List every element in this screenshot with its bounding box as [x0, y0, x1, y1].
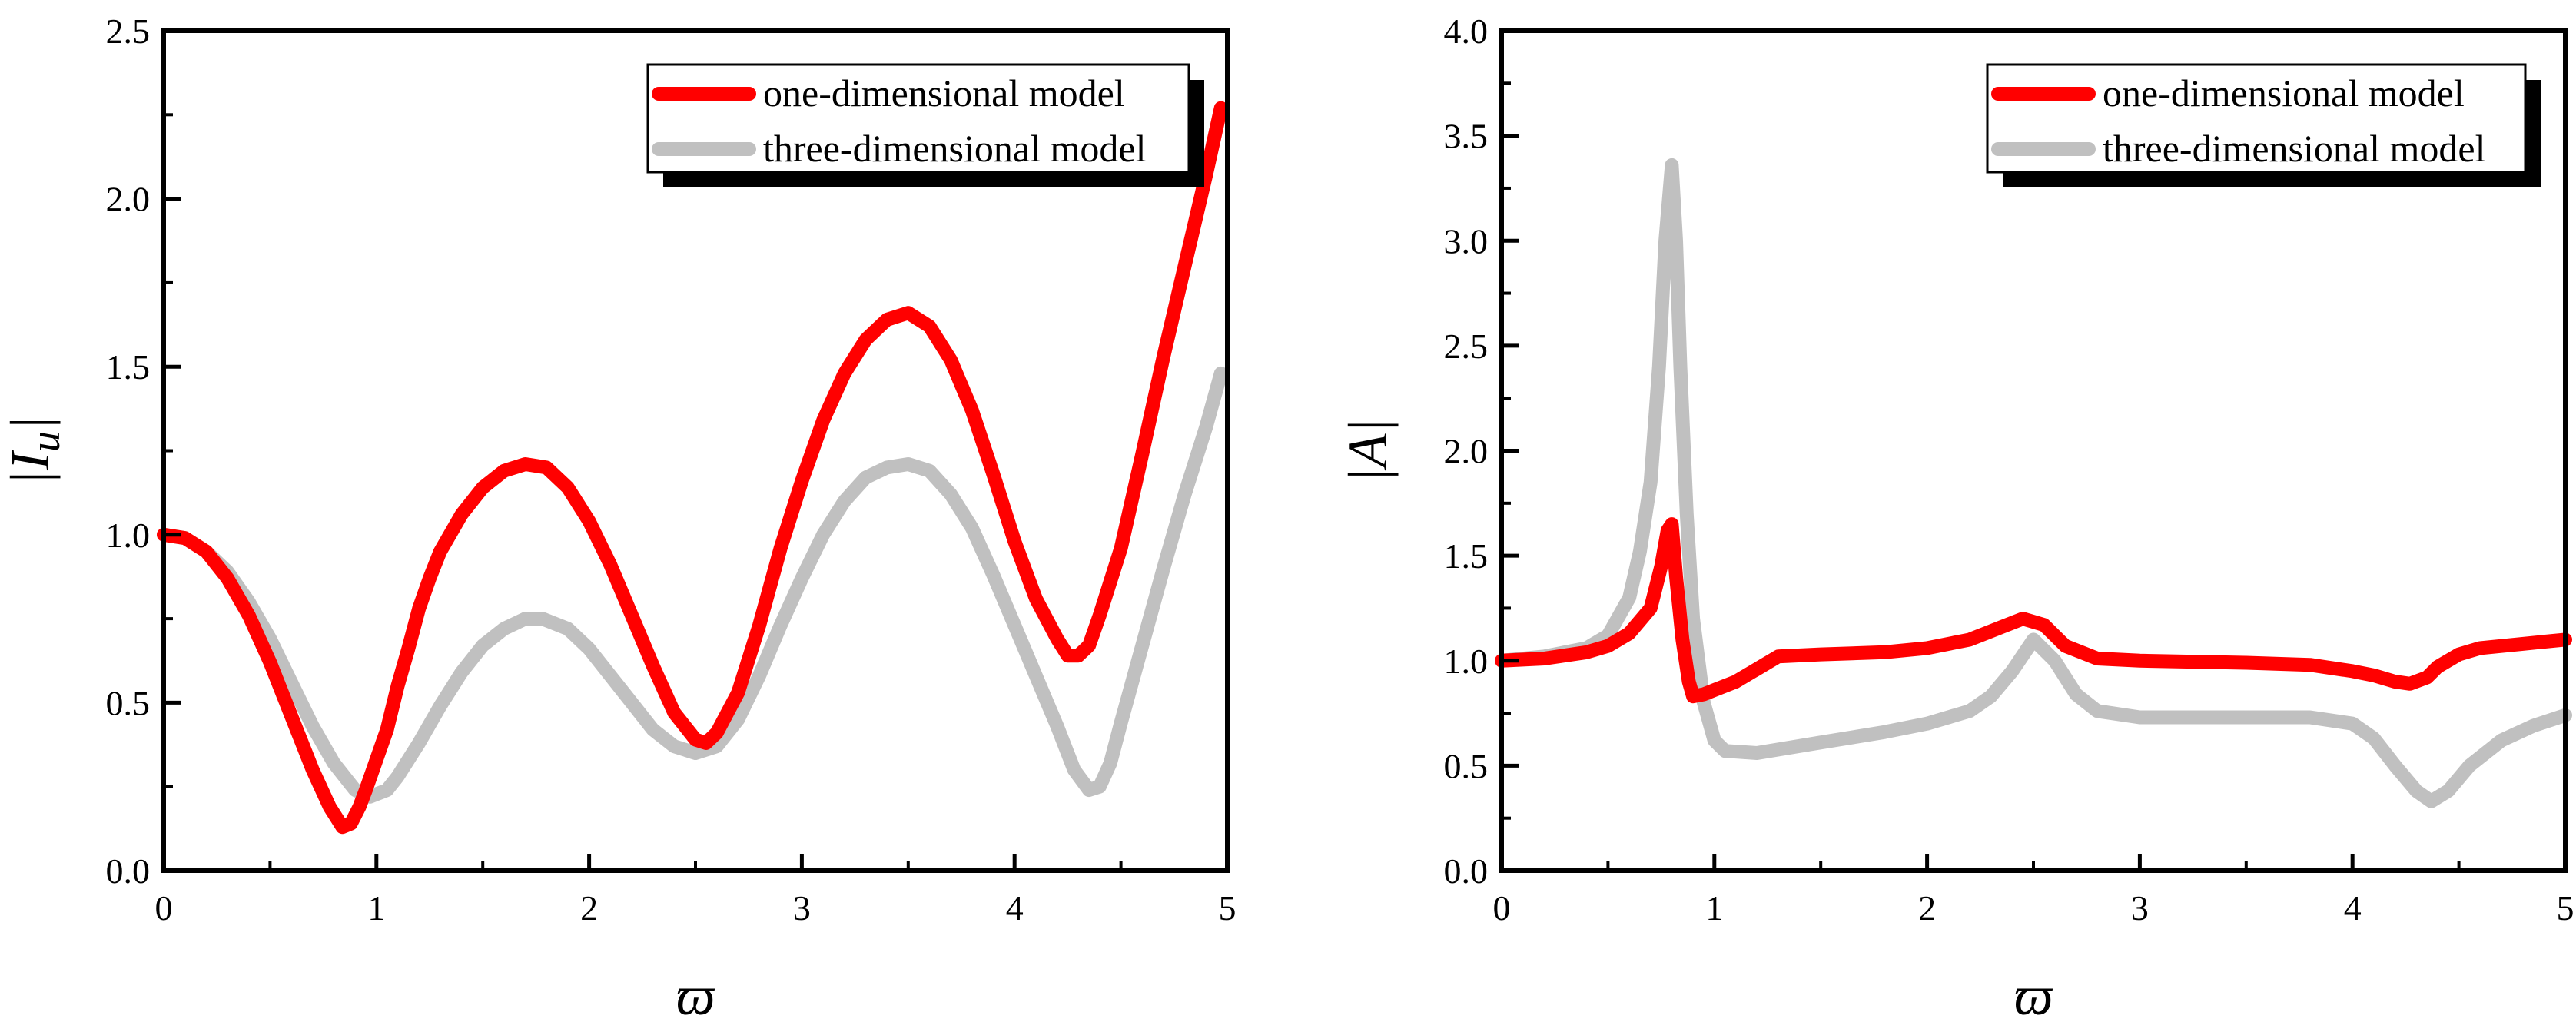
chart-panel-right: 0 1 2 3 4 5 0.0 0.5 1.0 1.5 2.0 2.5 3.0 3.5 4.0 one-di…: [1337, 12, 2574, 1027]
y-axis-label-main: |A|: [1337, 419, 1399, 483]
axis-ticks: 0 1 2 3 4 5 0.0 0.5 1.0 1.5 2.0 2.5: [106, 12, 1237, 927]
x-tick-label: 3: [2131, 888, 2149, 927]
legend-label: three-dimensional model: [763, 127, 1146, 170]
chart-panel-left: 0 1 2 3 4 5 0.0 0.5 1.0 1.5 2.0 2.5 one-dimensional…: [0, 12, 1237, 1027]
x-tick-label: 5: [2557, 888, 2574, 927]
y-tick-label: 3.0: [1444, 221, 1489, 260]
x-tick-label: 1: [1705, 888, 1723, 927]
y-tick-label: 0.0: [106, 851, 151, 891]
x-tick-label: 1: [367, 888, 385, 927]
series-layer: [1495, 158, 2572, 808]
series-line-0: [157, 101, 1228, 835]
x-tick-label: 4: [1006, 888, 1024, 927]
y-tick-label: 0.0: [1444, 851, 1489, 891]
y-tick-label: 2.5: [106, 12, 151, 51]
y-tick-label: 1.5: [106, 347, 151, 387]
x-axis-label: ϖ: [2014, 965, 2053, 1027]
y-tick-label: 0.5: [1444, 746, 1489, 785]
series-layer: [157, 101, 1228, 835]
x-tick-label: 2: [580, 888, 598, 927]
legend: one-dimensional model three-dimensional m…: [1986, 63, 2541, 187]
y-axis-label-sub: u: [22, 431, 68, 452]
y-tick-label: 1.0: [1444, 642, 1489, 681]
y-tick-label: 1.5: [1444, 536, 1489, 576]
series-line-0: [1495, 517, 2572, 704]
y-tick-label: 2.0: [106, 180, 151, 219]
x-tick-label: 0: [155, 888, 173, 927]
y-axis-label: |Iu|: [0, 416, 68, 486]
legend-label: three-dimensional model: [2103, 127, 2485, 170]
y-tick-label: 4.0: [1444, 12, 1489, 51]
x-tick-label: 5: [1219, 888, 1237, 927]
x-axis-label: ϖ: [676, 965, 715, 1027]
x-tick-label: 2: [1918, 888, 1936, 927]
y-tick-label: 3.5: [1444, 117, 1489, 156]
y-tick-label: 0.5: [106, 683, 151, 722]
legend-label: one-dimensional model: [2103, 71, 2465, 114]
series-line-1: [1495, 158, 2572, 808]
y-axis-label-main: |I: [0, 450, 61, 486]
y-tick-label: 1.0: [106, 516, 151, 555]
y-axis-label: |A|: [1337, 419, 1399, 483]
legend: one-dimensional model three-dimensional m…: [646, 63, 1204, 187]
axis-ticks: 0 1 2 3 4 5 0.0 0.5 1.0 1.5 2.0 2.5 3.0 3.5 4.0: [1444, 12, 2574, 927]
legend-label: one-dimensional model: [763, 71, 1125, 114]
y-tick-label: 2.0: [1444, 432, 1489, 471]
x-tick-label: 0: [1493, 888, 1511, 927]
y-axis-label-end: |: [0, 416, 61, 431]
x-tick-label: 3: [793, 888, 811, 927]
y-tick-label: 2.5: [1444, 327, 1489, 366]
x-tick-label: 4: [2344, 888, 2362, 927]
